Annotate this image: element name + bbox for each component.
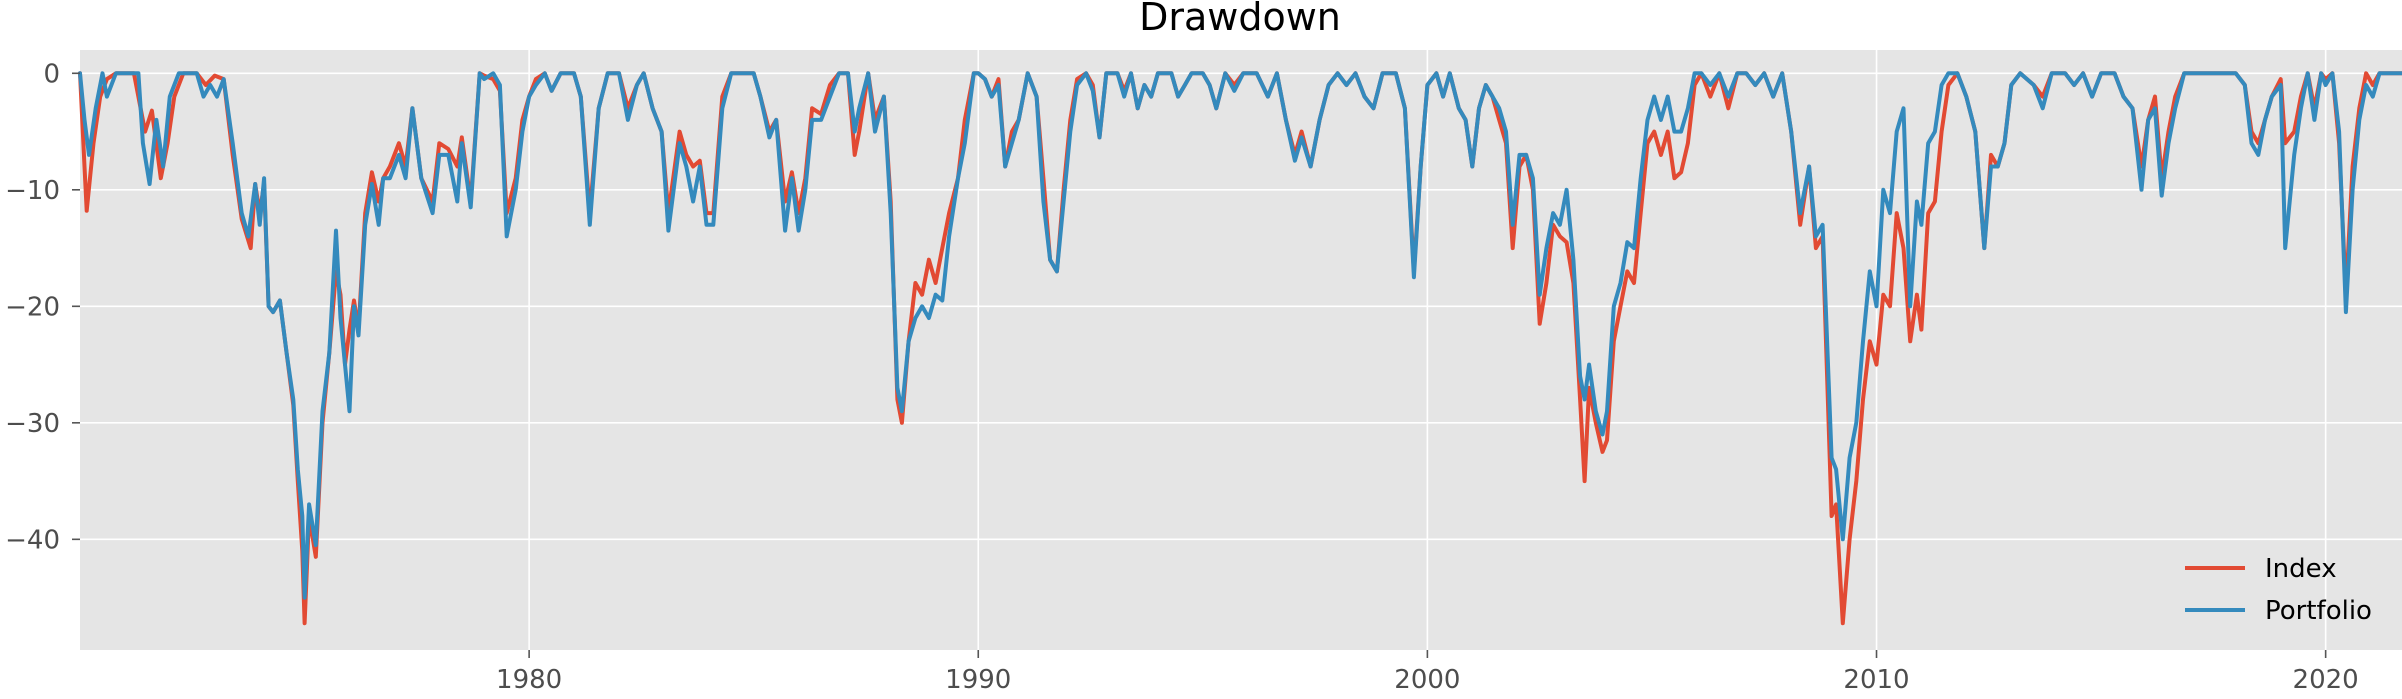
x-tick-label: 2010 xyxy=(1843,665,1909,695)
plot-area xyxy=(80,50,2402,650)
legend-label-index: Index xyxy=(2265,554,2337,584)
y-tick-label: −30 xyxy=(5,409,60,439)
y-tick-label: −10 xyxy=(5,176,60,206)
y-tick-label: 0 xyxy=(43,59,60,89)
x-tick-label: 1990 xyxy=(945,665,1011,695)
x-axis-ticks: 1980 1990 2000 2010 2020 xyxy=(496,650,2359,695)
y-axis-ticks: 0 −10 −20 −30 −40 xyxy=(5,59,80,555)
x-tick-label: 1980 xyxy=(496,665,562,695)
y-tick-label: −40 xyxy=(5,525,60,555)
chart-title: Drawdown xyxy=(1139,0,1341,39)
legend: Index Portfolio xyxy=(2185,554,2372,626)
series-line-portfolio xyxy=(78,71,2402,600)
series-lines xyxy=(78,71,2402,626)
x-tick-label: 2000 xyxy=(1394,665,1460,695)
legend-label-portfolio: Portfolio xyxy=(2265,596,2372,626)
x-tick-label: 2020 xyxy=(2293,665,2359,695)
y-tick-label: −20 xyxy=(5,292,60,322)
